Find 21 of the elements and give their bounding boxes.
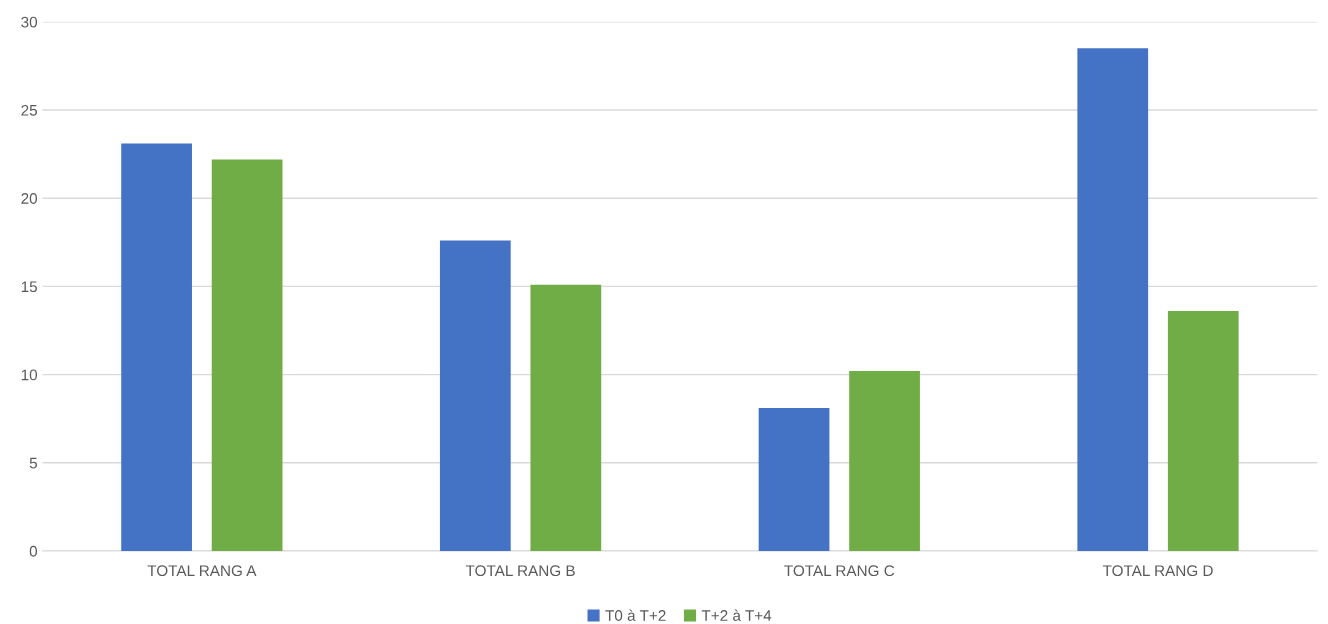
y-tick-label: 30 [21,16,38,28]
legend-label: T0 à T+2 [605,609,666,621]
bar [211,159,283,551]
x-tick-label: TOTAL RANG B [465,565,575,577]
x-tick-label: TOTAL RANG C [784,565,895,577]
y-tick-label: 20 [21,193,38,204]
y-tick-label: 0 [29,545,38,557]
y-tick-label: 10 [21,369,38,381]
bar [121,143,192,551]
bar [439,240,511,551]
bar [849,371,920,551]
legend-label: T+2 à T+4 [701,609,772,621]
y-tick-label: 15 [21,281,37,293]
y-tick-label: 5 [29,457,37,469]
x-tick-label: TOTAL RANG D [1102,565,1213,577]
y-tick-label: 25 [21,104,37,116]
bar [1077,48,1149,551]
bar [1167,311,1239,551]
bar [758,408,830,551]
bar [530,284,602,551]
x-tick-label: TOTAL RANG A [147,565,257,577]
